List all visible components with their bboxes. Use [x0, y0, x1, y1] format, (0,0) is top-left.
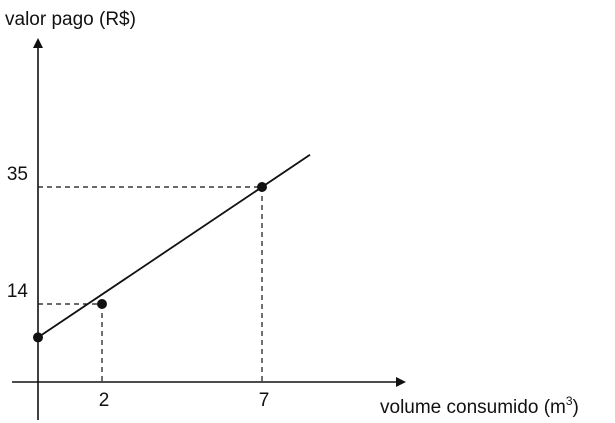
- x-axis-title-superscript: 3: [566, 394, 573, 408]
- x-axis-title-suffix: ): [573, 397, 579, 418]
- data-point-0: [33, 332, 43, 343]
- series-lines: [37, 154, 311, 339]
- x-axis-title: volume consumido (m3): [380, 394, 579, 418]
- y-tick-label-35: 35: [7, 164, 28, 185]
- guide-lines: [38, 186, 263, 382]
- x-tick-label-2: 2: [99, 390, 110, 411]
- y-tick-label-14: 14: [7, 281, 29, 302]
- x-axis-title-text: volume consumido (m: [380, 397, 566, 418]
- data-point-2: [257, 182, 267, 192]
- data-points: [33, 182, 267, 343]
- x-tick-label-7: 7: [259, 390, 270, 411]
- y-axis-title: valor pago (R$): [5, 9, 136, 30]
- data-point-1: [97, 299, 107, 309]
- series-line: [37, 154, 311, 339]
